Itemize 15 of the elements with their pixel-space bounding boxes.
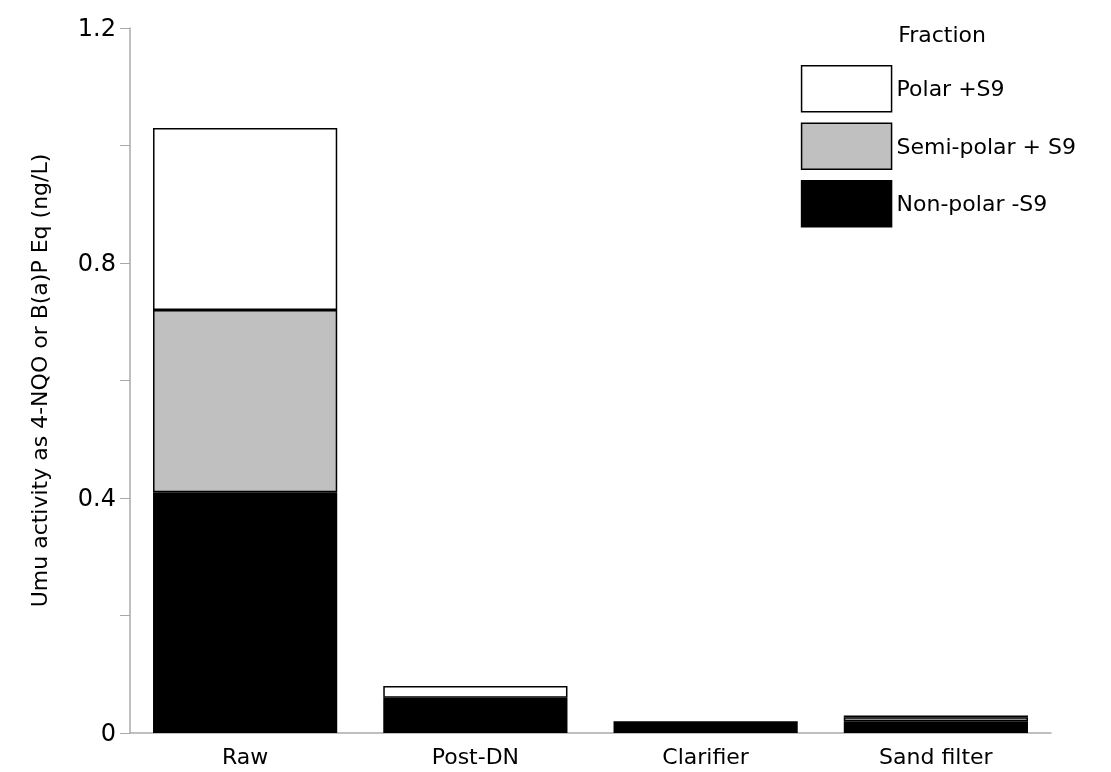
bar — [613, 721, 798, 733]
legend-label: Polar +S9 — [896, 76, 1005, 102]
bar — [843, 721, 1028, 733]
legend-title: Fraction — [898, 21, 987, 47]
y-tick-label: 0.4 — [77, 484, 116, 512]
x-tick-label: Raw — [221, 743, 269, 769]
y-tick-label: 0 — [100, 719, 116, 747]
x-tick-label: Post-DN — [431, 743, 520, 769]
y-tick-label: 1.2 — [77, 14, 116, 42]
y-tick-label: 0.8 — [77, 249, 116, 277]
x-tick-label: Sand filter — [879, 743, 994, 769]
x-tick-label: Clarifier — [662, 743, 750, 769]
legend-label: Non-polar -S9 — [896, 191, 1048, 217]
y-axis-title: Umu activity as 4-NQO or B(a)P Eq (ng/L) — [26, 153, 52, 608]
legend-label: Semi-polar + S9 — [896, 133, 1077, 159]
